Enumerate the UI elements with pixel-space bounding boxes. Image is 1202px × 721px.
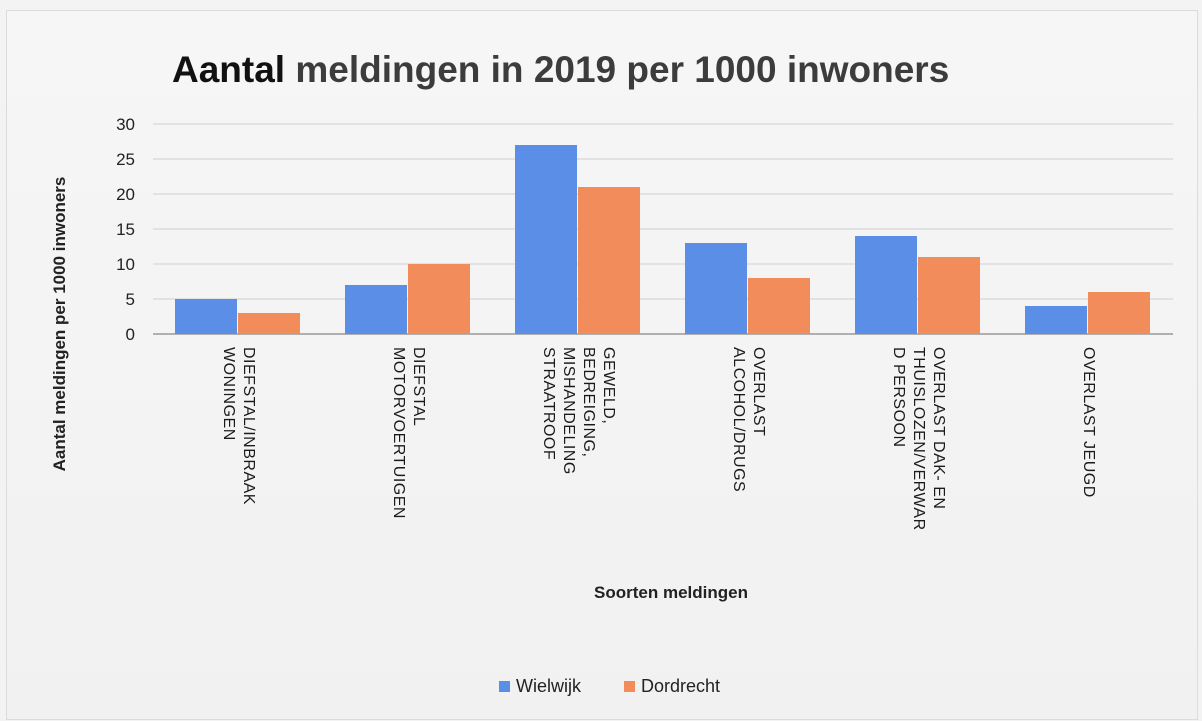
x-category-label: OVERLASTALCOHOL/DRUGS [730, 347, 767, 492]
y-tick-label: 0 [126, 325, 135, 344]
gridlines [153, 123, 1173, 335]
bar-dordrecht-1 [238, 313, 300, 334]
legend-label-wielwijk: Wielwijk [516, 676, 582, 696]
x-category-label: OVERLAST DAK- ENTHUISLOZEN/VERWARD PERSO… [890, 347, 947, 531]
bar-dordrecht-6 [1088, 292, 1150, 334]
bar-wielwijk-4 [685, 243, 747, 334]
y-tick-label: 10 [116, 255, 135, 274]
bar-wielwijk-1 [175, 299, 237, 334]
bar-dordrecht-5 [918, 257, 980, 334]
bar-wielwijk-2 [345, 285, 407, 334]
x-category-label: DIEFSTALMOTORVOERTUIGEN [390, 347, 427, 519]
x-axis-title: Soorten meldingen [594, 583, 748, 602]
legend: Wielwijk Dordrecht [499, 676, 720, 696]
x-category-label: GEWELD,BEDREIGING,MISHANDELINGSTRAATROOF [540, 347, 617, 475]
bar-chart: Aantal meldingen in 2019 per 1000 inwone… [50, 49, 1173, 696]
chart-title-part1: Aantal [172, 49, 285, 90]
bar-dordrecht-4 [748, 278, 810, 334]
chart-container: Aantal meldingen in 2019 per 1000 inwone… [6, 10, 1198, 720]
x-axis-categories: DIEFSTAL/INBRAAKWONINGEN DIEFSTALMOTORVOE… [220, 347, 1097, 531]
legend-swatch-dordrecht [624, 681, 635, 692]
legend-swatch-wielwijk [499, 681, 510, 692]
bar-wielwijk-3 [515, 145, 577, 334]
y-tick-label: 30 [116, 115, 135, 134]
x-category-label: OVERLAST JEUGD [1080, 347, 1097, 498]
y-tick-label: 5 [126, 290, 135, 309]
y-tick-label: 20 [116, 185, 135, 204]
bar-wielwijk-5 [855, 236, 917, 334]
chart-title-part2: meldingen in 2019 per 1000 inwoners [285, 49, 949, 90]
bars [175, 145, 1150, 334]
y-tick-label: 25 [116, 150, 135, 169]
y-axis-ticks: 0 5 10 15 20 25 30 [116, 115, 135, 344]
bar-wielwijk-6 [1025, 306, 1087, 334]
bar-dordrecht-2 [408, 264, 470, 334]
x-category-label: DIEFSTAL/INBRAAKWONINGEN [220, 347, 257, 505]
chart-title: Aantal meldingen in 2019 per 1000 inwone… [172, 49, 949, 90]
y-tick-label: 15 [116, 220, 135, 239]
legend-label-dordrecht: Dordrecht [641, 676, 720, 696]
y-axis-title: Aantal meldingen per 1000 inwoners [50, 177, 69, 472]
bar-dordrecht-3 [578, 187, 640, 334]
